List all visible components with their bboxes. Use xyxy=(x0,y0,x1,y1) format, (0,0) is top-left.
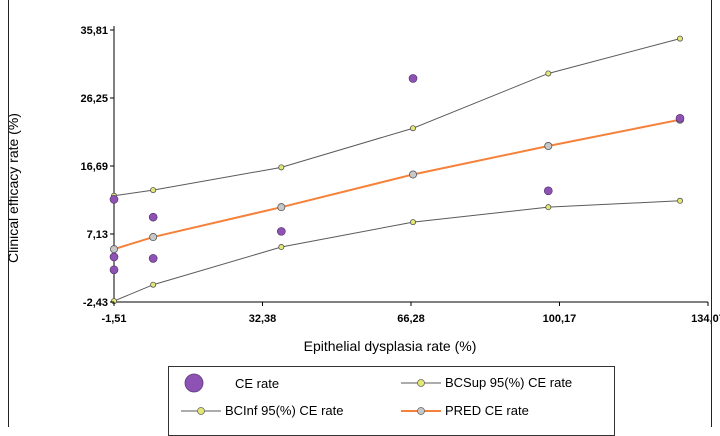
chart: -2,43 7,13 16,69 26,25 35,81 -1,51 32,38 66,28 1… xyxy=(5,25,720,354)
marker-pred xyxy=(277,203,286,212)
marker-bcinf xyxy=(410,219,417,226)
outer-frame-left xyxy=(8,0,9,427)
marker-bcinf xyxy=(677,197,684,204)
series-line-bcsup xyxy=(113,38,681,197)
y-tick-label: 16,69 xyxy=(80,161,108,173)
x-tick-label: 32,38 xyxy=(249,313,277,325)
legend: CE rate BCSup 95(%) CE rate BCInf 95(%) … xyxy=(168,366,615,436)
y-axis-title: Clinical efficacy rate (%) xyxy=(5,113,21,263)
marker-bcsup xyxy=(278,164,285,171)
y-tick-label: 26,25 xyxy=(80,93,108,105)
marker-pred xyxy=(544,142,553,151)
legend-item-ce-rate: CE rate xyxy=(181,372,279,394)
legend-item-pred: PRED CE rate xyxy=(401,403,529,418)
legend-label: PRED CE rate xyxy=(445,403,529,418)
big-purple-dot-icon xyxy=(184,373,204,393)
data-point-ce-rate xyxy=(109,195,119,204)
legend-label: BCInf 95(%) CE rate xyxy=(225,403,344,418)
series-line-pred xyxy=(113,118,681,251)
yellow-dot-line-icon xyxy=(401,378,441,387)
data-point-ce-rate xyxy=(675,113,685,123)
x-tick-label: 100,17 xyxy=(543,313,577,325)
marker-bcsup xyxy=(677,35,684,42)
data-point-ce-rate xyxy=(148,254,158,263)
data-point-ce-rate xyxy=(408,74,418,83)
y-tick-label: 35,81 xyxy=(80,25,108,37)
yellow-dot-line-icon xyxy=(181,406,221,415)
data-point-ce-rate xyxy=(109,252,119,262)
data-point-ce-rate xyxy=(277,227,286,236)
x-tick-label: -1,51 xyxy=(101,313,126,325)
marker-pred xyxy=(409,170,418,179)
marker-bcsup xyxy=(545,70,552,77)
legend-label: CE rate xyxy=(235,375,280,391)
x-axis-title: Epithelial dysplasia rate (%) xyxy=(304,338,477,354)
x-tick-label: 66,28 xyxy=(397,313,425,325)
marker-pred xyxy=(149,233,158,242)
legend-item-bcsup: BCSup 95(%) CE rate xyxy=(401,375,572,390)
data-point-ce-rate xyxy=(543,186,553,196)
series-line-bcinf xyxy=(113,200,681,302)
x-tick-label: 134,07 xyxy=(691,313,720,325)
data-point-ce-rate xyxy=(148,212,158,222)
marker-bcsup xyxy=(150,187,157,194)
marker-bcinf xyxy=(278,244,285,251)
legend-label: BCSup 95(%) CE rate xyxy=(445,375,573,390)
marker-bcinf xyxy=(150,281,157,288)
marker-bcsup xyxy=(410,125,417,132)
y-tick-label: -2,43 xyxy=(83,297,108,309)
legend-item-bcinf: BCInf 95(%) CE rate xyxy=(181,403,344,418)
marker-pred xyxy=(110,245,119,254)
orange-line-gray-dot-icon xyxy=(401,406,441,415)
marker-bcinf xyxy=(545,204,552,211)
data-point-ce-rate xyxy=(109,265,119,275)
y-tick-label: 7,13 xyxy=(87,229,108,241)
outer-frame-right xyxy=(711,0,712,427)
